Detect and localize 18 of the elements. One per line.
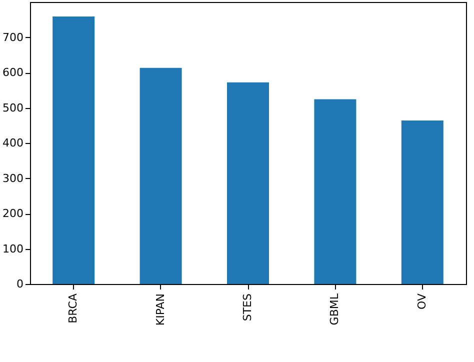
x-tick-label: KIPAN — [154, 294, 167, 326]
y-tick-label: 700 — [2, 30, 24, 44]
bar — [314, 99, 356, 284]
x-tick-label: OV — [415, 293, 428, 310]
bar — [52, 16, 95, 284]
x-tick-label: BRCA — [66, 293, 80, 324]
x-tick-label: STES — [241, 293, 254, 322]
y-tick-label: 300 — [2, 172, 24, 185]
y-tick-label: 600 — [2, 66, 24, 79]
y-tick-label: 200 — [2, 207, 24, 220]
bar — [401, 120, 444, 284]
x-tick-label: GBML — [328, 292, 342, 326]
y-tick-label: 400 — [2, 136, 24, 150]
bar — [140, 68, 182, 284]
y-tick-label: 100 — [2, 242, 24, 256]
bar — [227, 82, 269, 284]
y-tick-label: 0 — [16, 278, 24, 290]
y-tick-label: 500 — [2, 101, 24, 114]
